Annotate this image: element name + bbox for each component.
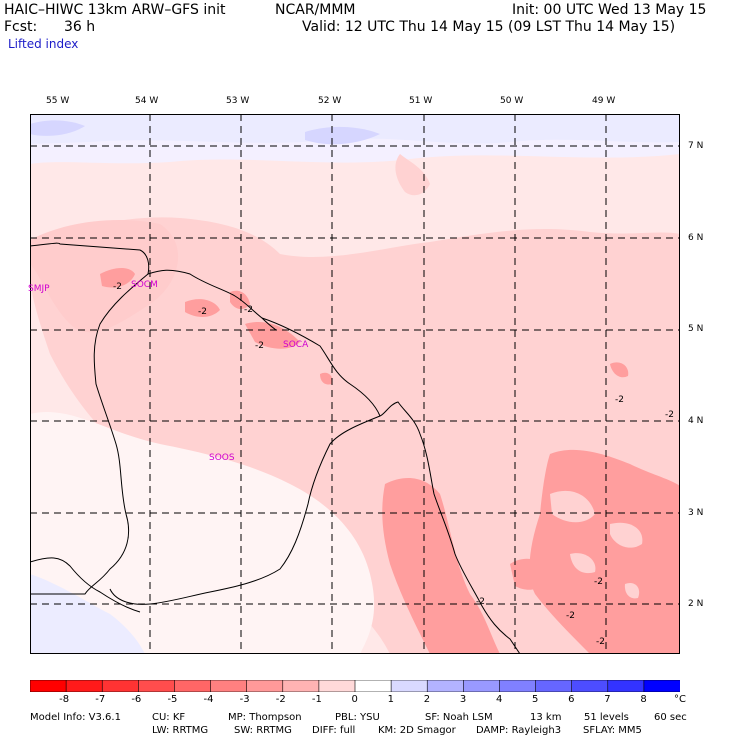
contour-label: -2: [665, 410, 674, 420]
model-damp: DAMP: Rayleigh3: [476, 725, 562, 736]
lon-label: 52 W: [318, 96, 342, 106]
forecast-label: Fcst:: [4, 19, 38, 35]
color-scale-tick: -1: [311, 694, 322, 705]
pink-patch: [395, 154, 430, 196]
pink-region: [30, 217, 680, 654]
light-holes: [550, 490, 643, 599]
color-scale-unit: °C: [674, 694, 686, 705]
color-scale-tick: 5: [532, 694, 539, 705]
field-name: Lifted index: [8, 37, 79, 51]
color-scale-swatch: [210, 680, 248, 692]
lat-label: 3 N: [688, 508, 704, 518]
color-scale-swatch: [282, 680, 320, 692]
lon-label: 54 W: [135, 96, 159, 106]
lon-label: 49 W: [592, 96, 616, 106]
color-scale-tick: 7: [604, 694, 611, 705]
lon-label: 53 W: [226, 96, 250, 106]
lon-label: 50 W: [500, 96, 524, 106]
model-cu: CU: KF: [152, 712, 186, 723]
grid-lines: [30, 114, 680, 654]
model-lw: LW: RRTMG: [152, 725, 209, 736]
color-scale-swatch: [426, 680, 465, 692]
color-scale-tick: -7: [95, 694, 106, 705]
valid-time: Valid: 12 UTC Thu 14 May 15 (09 LST Thu …: [302, 19, 676, 35]
forecast-hour: 36 h: [64, 19, 96, 35]
color-scale-swatch: [101, 680, 140, 692]
color-scale-tick: 8: [640, 694, 647, 705]
color-scale-swatch: [318, 680, 356, 692]
color-scale-swatch: [390, 680, 429, 692]
station-label: SOOS: [209, 453, 235, 463]
color-scale-swatch: [463, 680, 501, 692]
color-scale-tick: -6: [131, 694, 142, 705]
model-pbl: PBL: YSU: [335, 712, 380, 723]
contour-label: -2: [476, 597, 485, 607]
lat-label: 5 N: [688, 324, 704, 334]
color-scale-swatch: [30, 680, 67, 692]
model-sflay: SFLAY: MM5: [583, 725, 642, 736]
model-version: Model Info: V3.6.1: [30, 712, 121, 723]
lat-label: 4 N: [688, 416, 704, 426]
color-scale-swatch: [138, 680, 176, 692]
color-scale-swatch: [607, 680, 645, 692]
color-scale-swatch: [354, 680, 392, 692]
model-sw: SW: RRTMG: [234, 725, 292, 736]
contour-label: -2: [594, 577, 603, 587]
model-levels: 51 levels: [584, 712, 629, 723]
lifted-index-map: [30, 114, 680, 654]
contour-label: -2: [113, 282, 122, 292]
lat-label: 7 N: [688, 141, 704, 151]
color-scale-tick: -3: [239, 694, 250, 705]
lon-label: 51 W: [409, 96, 433, 106]
lat-label: 6 N: [688, 233, 704, 243]
contour-label: -2: [566, 611, 575, 621]
color-scale-tick: 3: [459, 694, 467, 705]
station-label: SMJP: [28, 284, 50, 294]
model-mp: MP: Thompson: [228, 712, 302, 723]
contour-label: -2: [255, 341, 264, 351]
lon-label: 55 W: [46, 96, 70, 106]
color-scale-swatch: [65, 680, 104, 692]
blue-patch: [30, 120, 85, 136]
model-resolution: 13 km: [530, 712, 562, 723]
model-diff: DIFF: full: [312, 725, 356, 736]
init-time: Init: 00 UTC Wed 13 May 15: [512, 2, 707, 18]
color-scale-swatch: [643, 680, 680, 692]
color-scale-tick: 1: [387, 694, 394, 705]
model-title: HAIC–HIWC 13km ARW–GFS init: [4, 2, 226, 18]
model-km: KM: 2D Smagor: [378, 725, 456, 736]
lat-label: 2 N: [688, 599, 704, 609]
coastline: [30, 242, 521, 654]
color-scale-tick: -4: [203, 694, 214, 705]
map-frame: [30, 114, 680, 654]
color-scale-swatch: [499, 680, 537, 692]
contour-label: -2: [244, 305, 253, 315]
contour-label: -2: [615, 395, 624, 405]
border: [261, 317, 277, 331]
contour-label: -2: [198, 307, 207, 317]
contour-label: -2: [596, 637, 605, 647]
blue-patch: [305, 126, 380, 145]
color-scale-swatch: [571, 680, 609, 692]
color-scale-tick: 6: [568, 694, 575, 705]
color-scale-swatch: [535, 680, 573, 692]
color-scale-swatch: [246, 680, 284, 692]
station-label: SOCA: [283, 340, 309, 350]
color-scale-tick: 2: [423, 694, 431, 705]
model-sf: SF: Noah LSM: [425, 712, 493, 723]
color-scale-tick: -2: [275, 694, 286, 705]
color-scale-tick: -8: [59, 694, 70, 705]
pale-area: [30, 411, 375, 654]
border-suriname-guyana: [30, 273, 149, 595]
station-label: SOCM: [131, 280, 158, 290]
color-scale-swatch: [174, 680, 212, 692]
color-scale-tick: 4: [495, 694, 503, 705]
color-scale-bar: [30, 680, 680, 692]
model-timestep: 60 sec: [654, 712, 687, 723]
color-scale-tick: 0: [351, 694, 358, 705]
color-scale-tick: -5: [167, 694, 178, 705]
organization: NCAR/MMM: [275, 2, 356, 18]
